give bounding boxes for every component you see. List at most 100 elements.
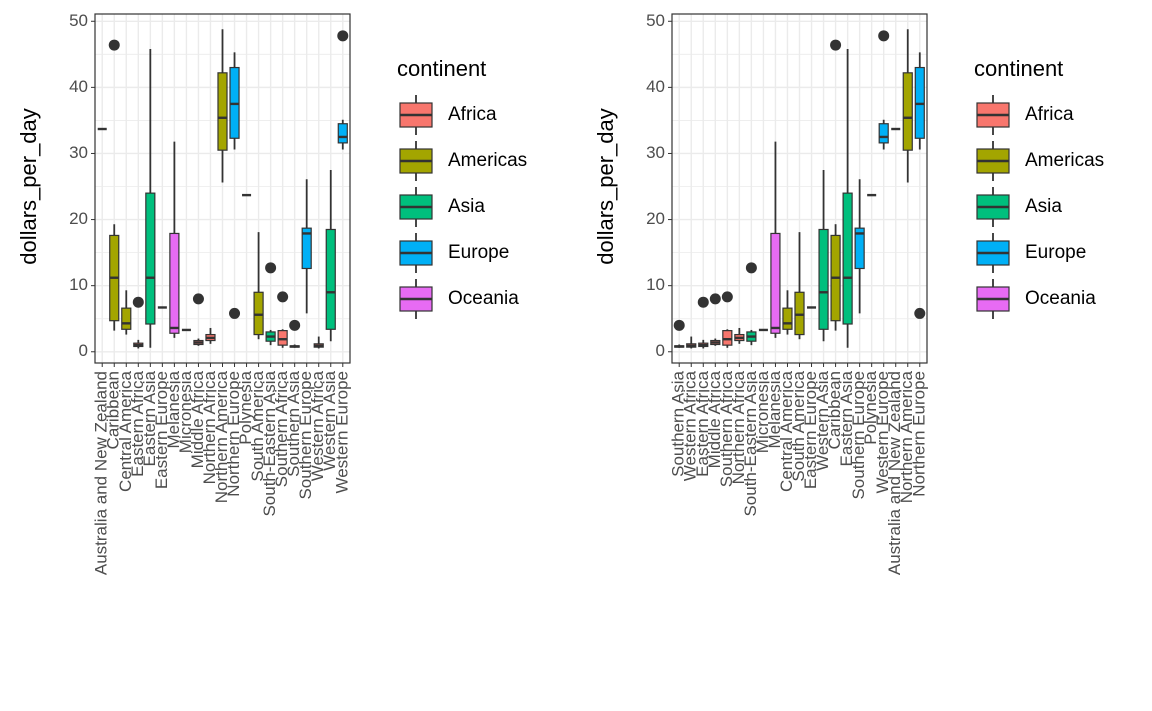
outlier <box>265 262 277 274</box>
panel-border <box>671 13 928 364</box>
outlier <box>830 39 842 51</box>
x-tick-label: Western Africa <box>308 370 327 481</box>
box <box>253 291 264 336</box>
legend-label: Oceania <box>1025 288 1096 309</box>
x-tick-label: Australia and New Zealand <box>885 371 904 575</box>
x-tick-label: Western Europe <box>873 371 892 494</box>
x-tick-label: Southern Africa <box>272 370 291 487</box>
x-tick-label: Central America <box>116 370 135 491</box>
x-tick-label: Southern Asia <box>669 370 688 476</box>
x-tick-label: Southern Europe <box>849 371 868 500</box>
x-tick-label: Polynesia <box>236 370 255 444</box>
x-tick-label: Eastern Asia <box>140 370 159 466</box>
outlier <box>289 319 301 331</box>
x-tick-label: Western Europe <box>332 371 351 494</box>
x-tick-label: Western Asia <box>320 370 339 470</box>
outlier <box>721 291 733 303</box>
outlier <box>914 307 926 319</box>
x-tick-label: Eastern Europe <box>801 371 820 489</box>
x-tick-label: Middle Africa <box>188 370 207 468</box>
y-tick-label: 0 <box>656 341 665 360</box>
legend-label: Africa <box>1025 104 1074 125</box>
y-tick-label: 50 <box>646 11 665 30</box>
y-tick-label: 40 <box>646 77 665 96</box>
legend-label: Europe <box>1025 242 1086 263</box>
outlier <box>192 293 204 305</box>
box <box>277 330 288 346</box>
x-tick-label: South America <box>789 370 808 481</box>
box <box>121 307 132 330</box>
x-tick-label: Polynesia <box>861 370 880 444</box>
x-tick-label: South America <box>248 370 267 481</box>
x-tick-label: Northern Europe <box>224 371 243 497</box>
box <box>325 228 336 330</box>
box <box>145 192 156 325</box>
box <box>301 227 312 270</box>
legend-label: Asia <box>448 196 485 217</box>
x-tick-label: Northern America <box>897 370 916 503</box>
legend-title: continent <box>397 56 486 81</box>
x-tick-label: Middle Africa <box>705 370 724 468</box>
outlier <box>132 296 144 308</box>
x-tick-label: Melanesia <box>765 370 784 448</box>
y-tick-label: 10 <box>646 275 665 294</box>
box <box>782 307 793 330</box>
outlier <box>108 39 120 51</box>
x-tick-label: Eastern Asia <box>837 370 856 466</box>
y-axis-title: dollars_per_day <box>593 108 618 265</box>
x-tick-label: Eastern Europe <box>152 371 171 489</box>
x-tick-label: Australia and New Zealand <box>92 371 111 575</box>
outlier <box>229 307 241 319</box>
legend-label: Americas <box>1025 150 1104 171</box>
outlier <box>878 30 890 42</box>
legend-label: Americas <box>448 150 527 171</box>
x-tick-label: South-Eastern Asia <box>260 370 279 516</box>
y-tick-label: 30 <box>69 143 88 162</box>
outlier <box>697 296 709 308</box>
box <box>818 228 829 330</box>
x-tick-label: Western Africa <box>681 370 700 481</box>
box <box>169 232 180 334</box>
box <box>878 123 889 144</box>
y-tick-label: 50 <box>69 11 88 30</box>
box <box>854 227 865 270</box>
outlier <box>745 262 757 274</box>
box <box>722 330 733 346</box>
y-tick-label: 10 <box>69 275 88 294</box>
x-tick-label: Southern Asia <box>284 370 303 476</box>
x-tick-label: Northern Africa <box>729 370 748 484</box>
x-tick-label: Northern Europe <box>909 371 928 497</box>
box <box>842 192 853 325</box>
outlier <box>673 319 685 331</box>
x-tick-label: Melanesia <box>164 370 183 448</box>
x-tick-label: Central America <box>777 370 796 491</box>
x-tick-label: Caribbean <box>825 371 844 449</box>
outlier <box>709 293 721 305</box>
x-tick-label: Northern Africa <box>200 370 219 484</box>
legend-label: Oceania <box>448 288 519 309</box>
y-tick-label: 30 <box>646 143 665 162</box>
box <box>794 291 805 336</box>
x-tick-label: Southern Africa <box>717 370 736 487</box>
x-tick-label: Southern Europe <box>296 371 315 500</box>
y-tick-label: 0 <box>79 341 88 360</box>
box <box>217 72 228 151</box>
y-tick-label: 20 <box>69 209 88 228</box>
x-tick-label: Caribbean <box>104 371 123 449</box>
legend-label: Africa <box>448 104 497 125</box>
box <box>337 123 348 144</box>
box <box>770 232 781 334</box>
outlier <box>337 30 349 42</box>
x-tick-label: South-Eastern Asia <box>741 370 760 516</box>
panel-border <box>94 13 351 364</box>
legend-title: continent <box>974 56 1063 81</box>
x-tick-label: Northern America <box>212 370 231 503</box>
outlier <box>277 291 289 303</box>
x-tick-label: Eastern Africa <box>693 370 712 476</box>
box <box>902 72 913 151</box>
x-tick-label: Western Asia <box>813 370 832 470</box>
x-tick-label: Micronesia <box>176 370 195 453</box>
x-tick-label: Micronesia <box>753 370 772 453</box>
y-axis-title: dollars_per_day <box>16 108 41 265</box>
